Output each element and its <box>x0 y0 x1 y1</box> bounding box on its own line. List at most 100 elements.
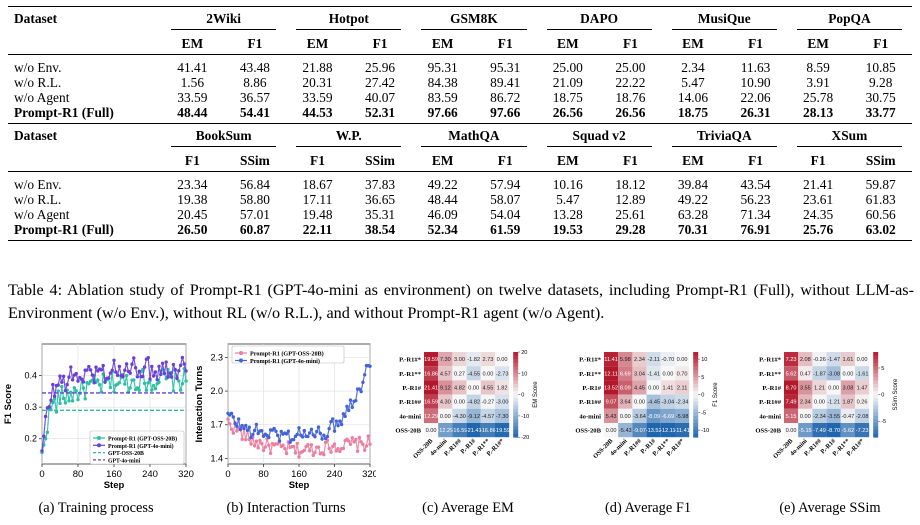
table-cell: 25.61 <box>615 207 646 222</box>
table-cell: 26.31 <box>740 105 771 120</box>
heatmap-cell <box>675 366 690 381</box>
heatmap-cell <box>675 423 690 438</box>
table-cell: 10.85 <box>865 60 896 75</box>
table-cell: 18.67 <box>302 177 333 192</box>
colorbar-segment <box>513 373 519 378</box>
cell-value: 6.69 <box>620 371 631 377</box>
cell-value: 9.12 <box>440 386 451 392</box>
series-point <box>54 410 59 414</box>
heatmap-cell <box>646 366 661 381</box>
metric-header: EM <box>682 36 704 51</box>
series-point <box>117 380 122 385</box>
heatmap-cell <box>618 394 633 409</box>
average-em-heatmap: P.-R1#* P.-R1** P.-R1# P.-R1## 4o-mini OSS-20… <box>395 350 539 460</box>
series-point <box>258 438 262 443</box>
y-tick-label: 0.3 <box>24 402 37 412</box>
series-point <box>316 425 321 429</box>
series-point <box>67 375 71 379</box>
table-cell: 33.59 <box>302 90 333 105</box>
cell-value: -6.69 <box>662 414 675 420</box>
cell-value: 16.59 <box>424 400 438 406</box>
table-cell: 57.94 <box>490 177 521 192</box>
dataset-name: GSM8K <box>411 7 536 34</box>
series-point <box>249 442 253 446</box>
dataset-header: Dataset <box>14 11 58 26</box>
series-point <box>261 448 266 453</box>
series-point <box>101 363 105 368</box>
series-point <box>295 432 299 437</box>
table-cell: 20.45 <box>177 207 208 222</box>
series-point <box>123 382 127 386</box>
table-cell: 26.56 <box>615 105 646 120</box>
cell-value: 8.70 <box>786 386 797 392</box>
heatmap-cell <box>466 408 481 423</box>
cell-value: 0.00 <box>786 428 797 434</box>
heatmap-cell <box>618 366 633 381</box>
table-cell: 61.59 <box>490 222 521 237</box>
series-point <box>112 358 116 363</box>
series-point <box>157 380 161 385</box>
row-label: P.-R1#* <box>759 357 782 364</box>
series-point <box>244 423 248 428</box>
series-point <box>151 383 156 388</box>
series-point <box>51 400 55 405</box>
cell-value: -19.59 <box>494 428 510 434</box>
cell-value: 0.00 <box>800 414 811 420</box>
cell-value: 4.57 <box>440 371 451 377</box>
colorbar-segment <box>873 412 879 417</box>
series-point <box>293 451 298 455</box>
series-point <box>307 448 312 453</box>
heatmap-cell <box>438 380 453 395</box>
heatmap-cell <box>618 380 633 395</box>
series-point <box>135 375 140 379</box>
series-point <box>245 428 250 433</box>
cell-value: 1.41 <box>662 386 673 392</box>
heatmap-cell <box>784 408 799 423</box>
row-label: OSS-20B <box>395 428 421 435</box>
series-point <box>56 383 60 387</box>
interaction-turns-chart: 1.4 1.7 2.0 2.3 0 80 160 240 320 Step Interaction … <box>194 343 376 491</box>
y-axis-label: Interaction Turns <box>194 366 205 443</box>
colorbar-segment <box>693 362 699 367</box>
series-point <box>85 368 89 372</box>
cell-value: 7.49 <box>786 400 797 406</box>
cell-value: 4.55 <box>482 386 493 392</box>
cell-value: 0.00 <box>468 386 479 392</box>
series-point <box>128 371 132 375</box>
table-cell: 70.31 <box>677 222 709 237</box>
colorbar-tick-label: 5 <box>701 375 704 381</box>
table-cell: 1.56 <box>180 75 205 90</box>
series-point <box>180 355 185 360</box>
heatmap-cell <box>812 408 827 423</box>
colorbar-segment <box>873 433 879 438</box>
table-cell: 44.53 <box>302 105 333 120</box>
series-point <box>184 369 188 373</box>
series-point <box>327 426 331 431</box>
series-point <box>357 435 362 440</box>
cell-value: 1.87 <box>842 400 853 406</box>
series-point <box>276 442 280 446</box>
metric-header: F1 <box>748 36 763 51</box>
x-tick-label: 320 <box>178 469 194 480</box>
heatmap-cell <box>632 394 647 409</box>
cell-value: 12.29 <box>424 414 438 420</box>
cell-value: -13.52 <box>646 428 662 434</box>
row-label: w/o Env. <box>14 60 62 75</box>
series-point <box>88 368 93 372</box>
series-point <box>274 429 278 433</box>
table-cell: 11.63 <box>740 60 771 75</box>
metric-header: F1 <box>622 153 638 168</box>
series-point <box>115 373 120 378</box>
cell-value: 16.86 <box>424 371 438 377</box>
series-point <box>322 452 326 457</box>
cell-value: 0.00 <box>426 428 437 434</box>
y-tick-label: 0.2 <box>24 434 37 444</box>
cell-value: -1.87 <box>813 371 826 377</box>
heatmap-cell <box>675 352 690 367</box>
series-point <box>341 446 346 451</box>
series-point <box>228 422 232 426</box>
cell-value: 11.41 <box>604 357 618 363</box>
cell-value: 8.09 <box>620 386 631 392</box>
series-point <box>40 449 44 453</box>
heatmap-cell <box>452 423 467 438</box>
